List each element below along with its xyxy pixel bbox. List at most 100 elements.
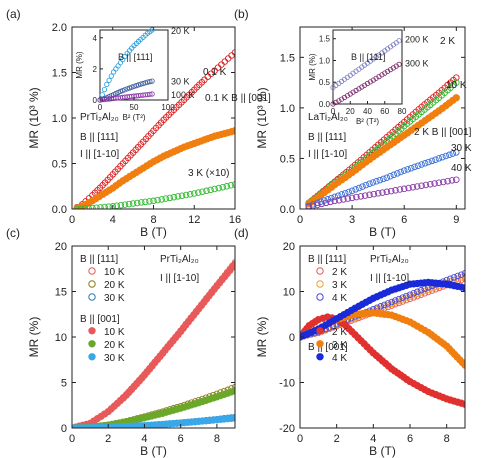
data-point [305, 203, 312, 209]
data-point [348, 194, 356, 202]
annotation-text: I || [1-10] [80, 149, 119, 160]
legend-label: 10 K [104, 327, 125, 338]
inset-point [147, 91, 153, 97]
legend-marker [88, 340, 96, 348]
data-point [448, 177, 456, 184]
inset-x-tick-label: 60 [380, 107, 389, 116]
data-point [133, 199, 141, 207]
inset-point [124, 86, 130, 92]
data-point [231, 414, 235, 422]
data-point [395, 297, 403, 305]
legend-marker [316, 353, 324, 361]
data-point [199, 188, 206, 195]
y-tick-label: 5 [61, 378, 67, 390]
x-tick-label: 2 [334, 433, 340, 445]
inset-point [149, 91, 155, 97]
data-point [195, 189, 202, 196]
x-tick-label: 0 [297, 214, 303, 226]
data-point [125, 200, 133, 208]
series-0 [73, 49, 235, 209]
series-label: 30 K [451, 143, 472, 154]
inset: 200 K 300 K 0 20 40 60 80 0.0 0.5 1.0 1.5 B² (T²) MR… [308, 29, 429, 126]
data-point [345, 188, 352, 196]
data-point [409, 184, 417, 191]
inset-series-label: 20 K [171, 26, 190, 36]
panel-label: (a) [6, 7, 21, 21]
legend-label: 20 K [104, 280, 125, 291]
data-point [359, 183, 366, 190]
x-tick-label: 8 [444, 433, 450, 445]
data-point [406, 291, 414, 298]
legend-label: 2 K [332, 327, 347, 338]
data-point [395, 295, 403, 303]
inset-x-tick-label: 80 [398, 107, 407, 116]
data-point [421, 160, 429, 167]
plot-area [73, 49, 235, 209]
data-point [89, 204, 96, 209]
data-point [392, 300, 399, 308]
data-point [370, 190, 378, 198]
inset-point [122, 87, 128, 93]
data-point [425, 158, 432, 166]
data-point [231, 260, 235, 268]
axes-frame [299, 26, 466, 210]
data-point [407, 164, 415, 172]
y-tick-label: 10 [55, 332, 67, 344]
data-point [228, 52, 235, 59]
legend-marker [88, 267, 96, 275]
x-tick-label: 16 [229, 214, 241, 226]
inset-series-label: 200 K [405, 35, 429, 45]
data-point [392, 297, 399, 304]
inset-point [382, 70, 388, 76]
legend-label: 2 K [332, 267, 347, 278]
data-point [384, 303, 392, 311]
y-tick-label: 2.0 [52, 22, 67, 34]
y-tick-label: 0 [289, 332, 295, 344]
data-point [414, 162, 422, 169]
x-axis-label: B (T) [140, 225, 167, 239]
panel-c: 0 2 4 6 8 0 5 10 15 20 (c) B (T) MR (%) PrTi₂Al₂₀ I ||… [6, 226, 236, 458]
data-point [355, 184, 363, 192]
data-point [327, 198, 334, 206]
data-point [431, 180, 438, 187]
y-tick-label: 1.0 [52, 113, 67, 125]
data-point [109, 203, 117, 209]
data-point [414, 288, 421, 296]
inset-series-1 [330, 61, 402, 107]
data-point [348, 187, 356, 195]
inset-point [131, 83, 137, 89]
inset-point [135, 82, 142, 88]
data-point [461, 272, 465, 280]
data-point [417, 287, 425, 294]
data-point [444, 177, 451, 185]
data-point [162, 195, 169, 202]
inset-point [350, 89, 356, 95]
data-point [384, 300, 392, 307]
series-label: 40 K [451, 163, 472, 174]
inset-annotation: B || [111] [118, 52, 152, 62]
y-tick-label: 10 [283, 287, 295, 299]
data-point [215, 184, 222, 192]
y-axis-label: MR (%) [27, 317, 41, 358]
legend-label: 3 K [332, 280, 347, 291]
data-point [428, 157, 436, 165]
data-point [158, 196, 165, 203]
y-tick-label: 0.5 [280, 153, 295, 165]
inset-point [387, 67, 394, 73]
data-point [461, 270, 465, 277]
inset-point [336, 98, 342, 104]
data-point [105, 203, 112, 209]
series-label: 2 K [440, 36, 455, 47]
data-point [387, 187, 395, 195]
annotation-text: B || [111] [308, 132, 346, 143]
x-tick-label: 9 [453, 214, 459, 226]
x-tick-label: 8 [214, 433, 220, 445]
data-point [442, 152, 450, 160]
legend-label: 3 K [332, 340, 347, 351]
y-tick-label: 0.0 [52, 204, 67, 216]
data-point [453, 176, 460, 183]
data-point [435, 179, 443, 186]
legend-marker [88, 327, 96, 335]
data-point [432, 156, 439, 163]
inset-point [364, 80, 371, 87]
